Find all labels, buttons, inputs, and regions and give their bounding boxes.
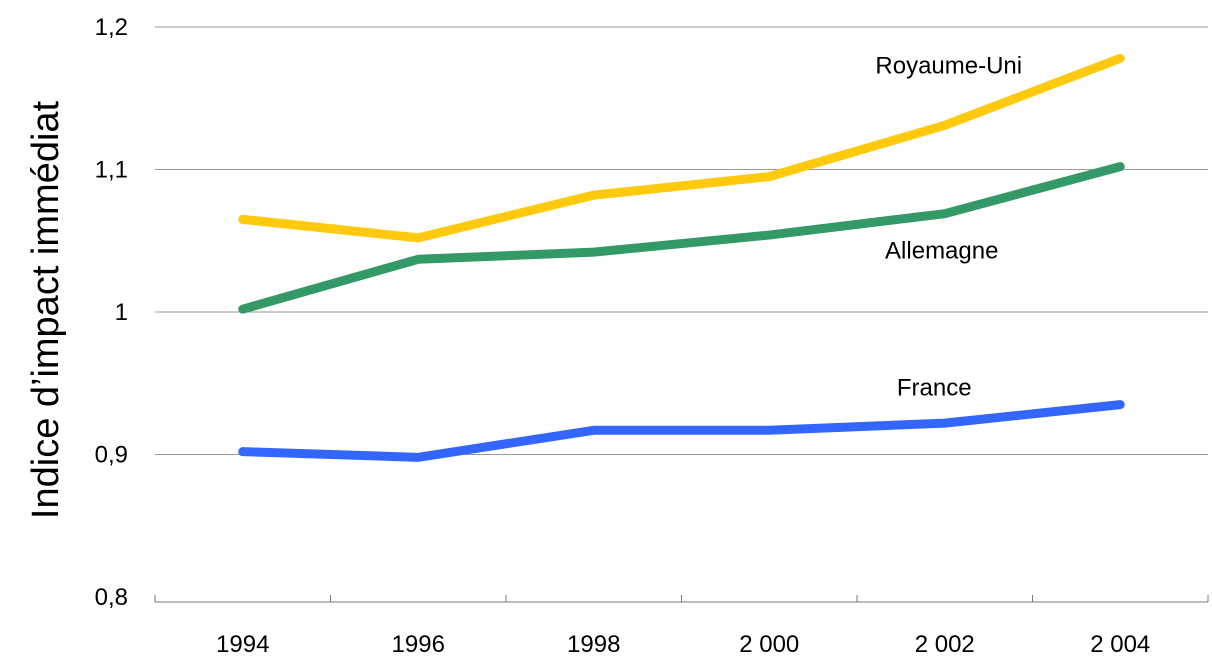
y-axis-title: Indice d’impact immédiat (25, 100, 67, 519)
data-point-france (417, 456, 419, 458)
x-axis (154, 595, 1209, 603)
series-label-royaume-uni: Royaume-Uni (875, 52, 1022, 79)
x-tick-label: 1996 (392, 631, 445, 658)
gridlines (155, 26, 1208, 455)
y-tick-label: 1,1 (95, 157, 128, 184)
data-point-france (944, 422, 946, 424)
data-point-allemagne (768, 234, 770, 236)
series-line-france (238, 400, 1125, 462)
x-tick-label: 1994 (216, 631, 269, 658)
data-point-royaume-uni (768, 176, 770, 178)
data-point-royaume-uni (1119, 57, 1121, 59)
series-label-allemagne: Allemagne (885, 238, 998, 265)
data-point-allemagne (593, 251, 595, 253)
data-point-france (768, 429, 770, 431)
x-tick-label: 2 000 (739, 631, 799, 658)
data-point-allemagne (242, 308, 244, 310)
y-tick-label: 0,9 (95, 442, 128, 469)
series-line-allemagne (238, 162, 1125, 314)
series-line-royaume-uni (238, 53, 1125, 243)
data-point-royaume-uni (417, 237, 419, 239)
data-point-france (242, 451, 244, 453)
data-point-france (1119, 404, 1121, 406)
data-point-royaume-uni (242, 218, 244, 220)
series-lines (238, 53, 1125, 462)
y-tick-label: 1 (115, 299, 128, 326)
y-tick-label: 1,2 (95, 14, 128, 41)
x-tick-label: 2 004 (1090, 631, 1150, 658)
y-tick-label: 0,8 (95, 584, 128, 611)
x-tick-label: 2 002 (915, 631, 975, 658)
data-point-allemagne (944, 213, 946, 215)
data-point-france (593, 429, 595, 431)
data-point-royaume-uni (944, 124, 946, 126)
data-point-allemagne (1119, 166, 1121, 168)
data-point-allemagne (417, 258, 419, 260)
series-label-france: France (897, 374, 972, 401)
data-point-royaume-uni (593, 194, 595, 196)
x-tick-label: 1998 (567, 631, 620, 658)
labels: 0,8 0,9 1 1,1 1,2 1994 1996 1998 2 000 2 002 2 004… (95, 14, 1151, 658)
